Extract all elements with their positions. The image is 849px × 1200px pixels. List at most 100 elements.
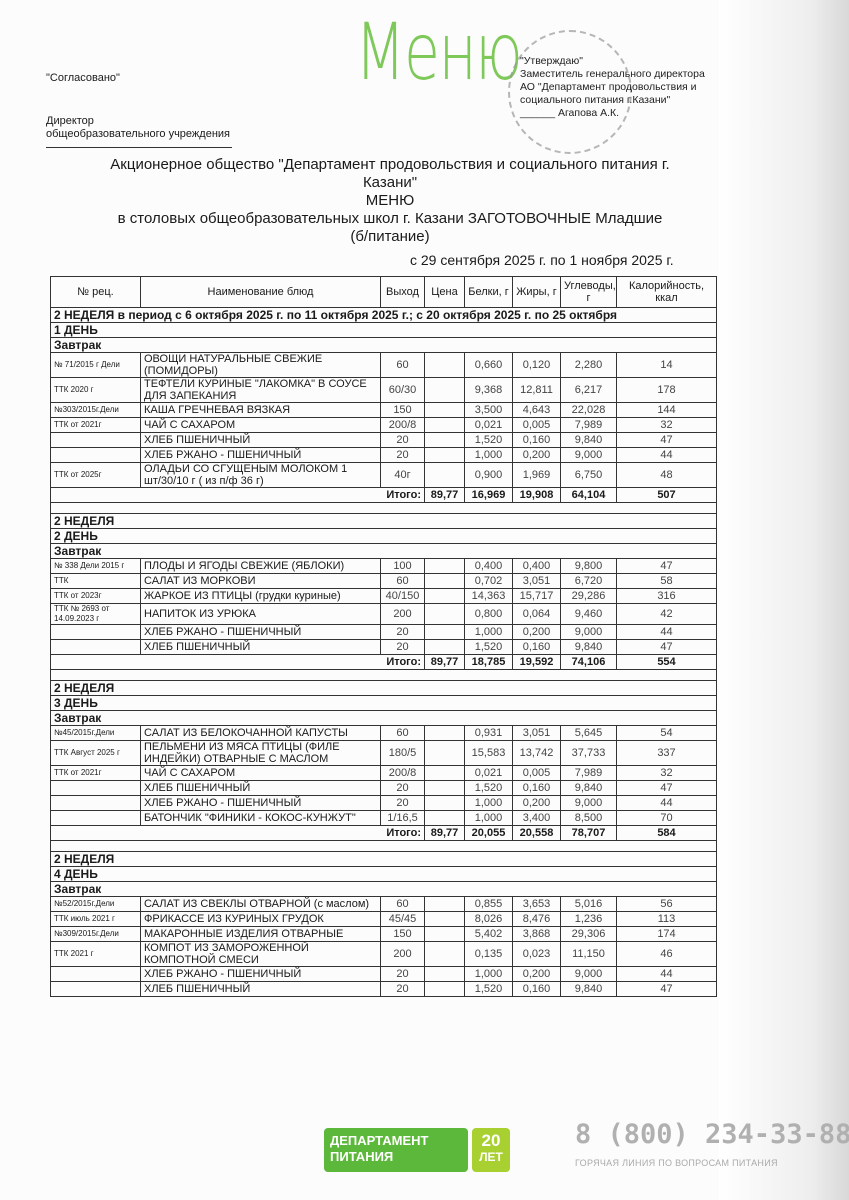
- recipe-code: [50, 432, 141, 448]
- calories: 47: [616, 639, 717, 655]
- price: [424, 725, 465, 741]
- protein: 0,900: [464, 462, 513, 488]
- fat: 15,717: [512, 588, 561, 604]
- recipe-code: ТТК от 2023г: [50, 588, 141, 604]
- total-fat: 19,908: [512, 487, 561, 503]
- protein: 0,855: [464, 896, 513, 912]
- total-carbs: 78,707: [560, 825, 617, 841]
- price: [424, 780, 465, 796]
- calories: 44: [616, 795, 717, 811]
- recipe-code: ТТК 2020 г: [50, 377, 141, 403]
- recipe-code: № 338 Дели 2015 г: [50, 558, 141, 574]
- calories: 47: [616, 558, 717, 574]
- table-row: ХЛЕБ РЖАНО - ПШЕНИЧНЫЙ 20 1,000 0,200 9,000 4…: [50, 447, 717, 463]
- portion: 40/150: [380, 588, 425, 604]
- recipe-code: ТТК 2021 г: [50, 941, 141, 967]
- total-calories: 584: [616, 825, 717, 841]
- spacer-row: [50, 840, 717, 852]
- calories: 47: [616, 780, 717, 796]
- recipe-code: ТТК: [50, 573, 141, 589]
- portion: 45/45: [380, 911, 425, 927]
- fat: 0,200: [512, 447, 561, 463]
- dish-name: КАША ГРЕЧНЕВАЯ ВЯЗКАЯ: [140, 402, 381, 418]
- dish-name: ЖАРКОЕ ИЗ ПТИЦЫ (грудки куриные): [140, 588, 381, 604]
- table-row: ТТК 2021 г КОМПОТ ИЗ ЗАМОРОЖЕННОЙ КОМПОТН…: [50, 941, 717, 967]
- dish-name: ОВОЩИ НАТУРАЛЬНЫЕ СВЕЖИЕ (ПОМИДОРЫ): [140, 352, 381, 378]
- carbs: 9,000: [560, 966, 617, 982]
- carbs: 11,150: [560, 941, 617, 967]
- section-meal: Завтрак: [50, 337, 717, 353]
- protein: 0,021: [464, 765, 513, 781]
- price: [424, 417, 465, 433]
- portion: 20: [380, 432, 425, 448]
- total-row: Итого: 89,77 20,055 20,558 78,707 584: [50, 825, 717, 841]
- recipe-code: [50, 795, 141, 811]
- calories: 32: [616, 417, 717, 433]
- director-title: Директор: [46, 115, 94, 127]
- department-logo: ДЕПАРТАМЕНТ ПИТАНИЯ: [324, 1128, 468, 1172]
- fat: 0,400: [512, 558, 561, 574]
- total-row: Итого: 89,77 16,969 19,908 64,104 507: [50, 487, 717, 503]
- calories: 14: [616, 352, 717, 378]
- total-protein: 18,785: [464, 654, 513, 670]
- title-line: Акционерное общество "Департамент продов…: [110, 156, 670, 173]
- portion: 20: [380, 966, 425, 982]
- fat: 3,868: [512, 926, 561, 942]
- dish-name: ТЕФТЕЛИ КУРИНЫЕ "ЛАКОМКА" В СОУСЕ ДЛЯ ЗА…: [140, 377, 381, 403]
- price: [424, 941, 465, 967]
- portion: 180/5: [380, 740, 425, 766]
- hotline-phone: 8 (800) 234-33-88: [575, 1119, 849, 1150]
- recipe-code: ТТК от 2021г: [50, 417, 141, 433]
- fat: 3,051: [512, 725, 561, 741]
- recipe-code: [50, 780, 141, 796]
- protein: 1,000: [464, 624, 513, 640]
- table-row: ХЛЕБ ПШЕНИЧНЫЙ 20 1,520 0,160 9,840 47: [50, 639, 717, 655]
- price: [424, 402, 465, 418]
- price: [424, 558, 465, 574]
- section-day: 4 ДЕНЬ: [50, 866, 717, 882]
- table-row: ХЛЕБ ПШЕНИЧНЫЙ 20 1,520 0,160 9,840 47: [50, 981, 717, 997]
- protein: 1,520: [464, 981, 513, 997]
- column-header: Наименование блюд: [140, 276, 381, 308]
- section-row: 4 ДЕНЬ: [50, 866, 717, 882]
- price: [424, 624, 465, 640]
- price: [424, 603, 465, 625]
- price: [424, 462, 465, 488]
- dish-name: САЛАТ ИЗ БЕЛОКОЧАННОЙ КАПУСТЫ: [140, 725, 381, 741]
- section-week: 2 НЕДЕЛЯ в период с 6 октября 2025 г. по…: [50, 307, 717, 323]
- total-calories: 554: [616, 654, 717, 670]
- column-header: Углеводы, г: [560, 276, 617, 308]
- fat: 0,023: [512, 941, 561, 967]
- dish-name: ЧАЙ С САХАРОМ: [140, 765, 381, 781]
- carbs: 9,000: [560, 447, 617, 463]
- total-price: 89,77: [424, 487, 465, 503]
- dish-name: МАКАРОННЫЕ ИЗДЕЛИЯ ОТВАРНЫЕ: [140, 926, 381, 942]
- portion: 20: [380, 981, 425, 997]
- section-row: 3 ДЕНЬ: [50, 695, 717, 711]
- scan-shadow-strip: [719, 0, 849, 1200]
- total-protein: 20,055: [464, 825, 513, 841]
- table-row: ХЛЕБ РЖАНО - ПШЕНИЧНЫЙ 20 1,000 0,200 9,000 4…: [50, 624, 717, 640]
- table-row: ХЛЕБ ПШЕНИЧНЫЙ 20 1,520 0,160 9,840 47: [50, 780, 717, 796]
- portion: 150: [380, 402, 425, 418]
- carbs: 6,217: [560, 377, 617, 403]
- calories: 44: [616, 624, 717, 640]
- price: [424, 377, 465, 403]
- fat: 0,120: [512, 352, 561, 378]
- anniversary-word: ЛЕТ: [479, 1150, 503, 1164]
- calories: 144: [616, 402, 717, 418]
- table-row: ТТК № 2693 от 14.09.2023 г НАПИТОК ИЗ УРЮ…: [50, 603, 717, 625]
- carbs: 29,306: [560, 926, 617, 942]
- calories: 32: [616, 765, 717, 781]
- recipe-code: №303/2015г.Дели: [50, 402, 141, 418]
- section-row: 2 ДЕНЬ: [50, 528, 717, 544]
- table-row: № 71/2015 г Дели ОВОЩИ НАТУРАЛЬНЫЕ СВЕЖИЕ…: [50, 352, 717, 378]
- carbs: 29,286: [560, 588, 617, 604]
- price: [424, 966, 465, 982]
- hotline-caption: ГОРЯЧАЯ ЛИНИЯ ПО ВОПРОСАМ ПИТАНИЯ: [575, 1158, 778, 1168]
- logo-line: ДЕПАРТАМЕНТ: [330, 1133, 429, 1148]
- approve-line: "Утверждаю": [520, 55, 583, 67]
- protein: 1,520: [464, 780, 513, 796]
- calories: 46: [616, 941, 717, 967]
- approve-line: ______ Агапова А.К.: [520, 107, 620, 119]
